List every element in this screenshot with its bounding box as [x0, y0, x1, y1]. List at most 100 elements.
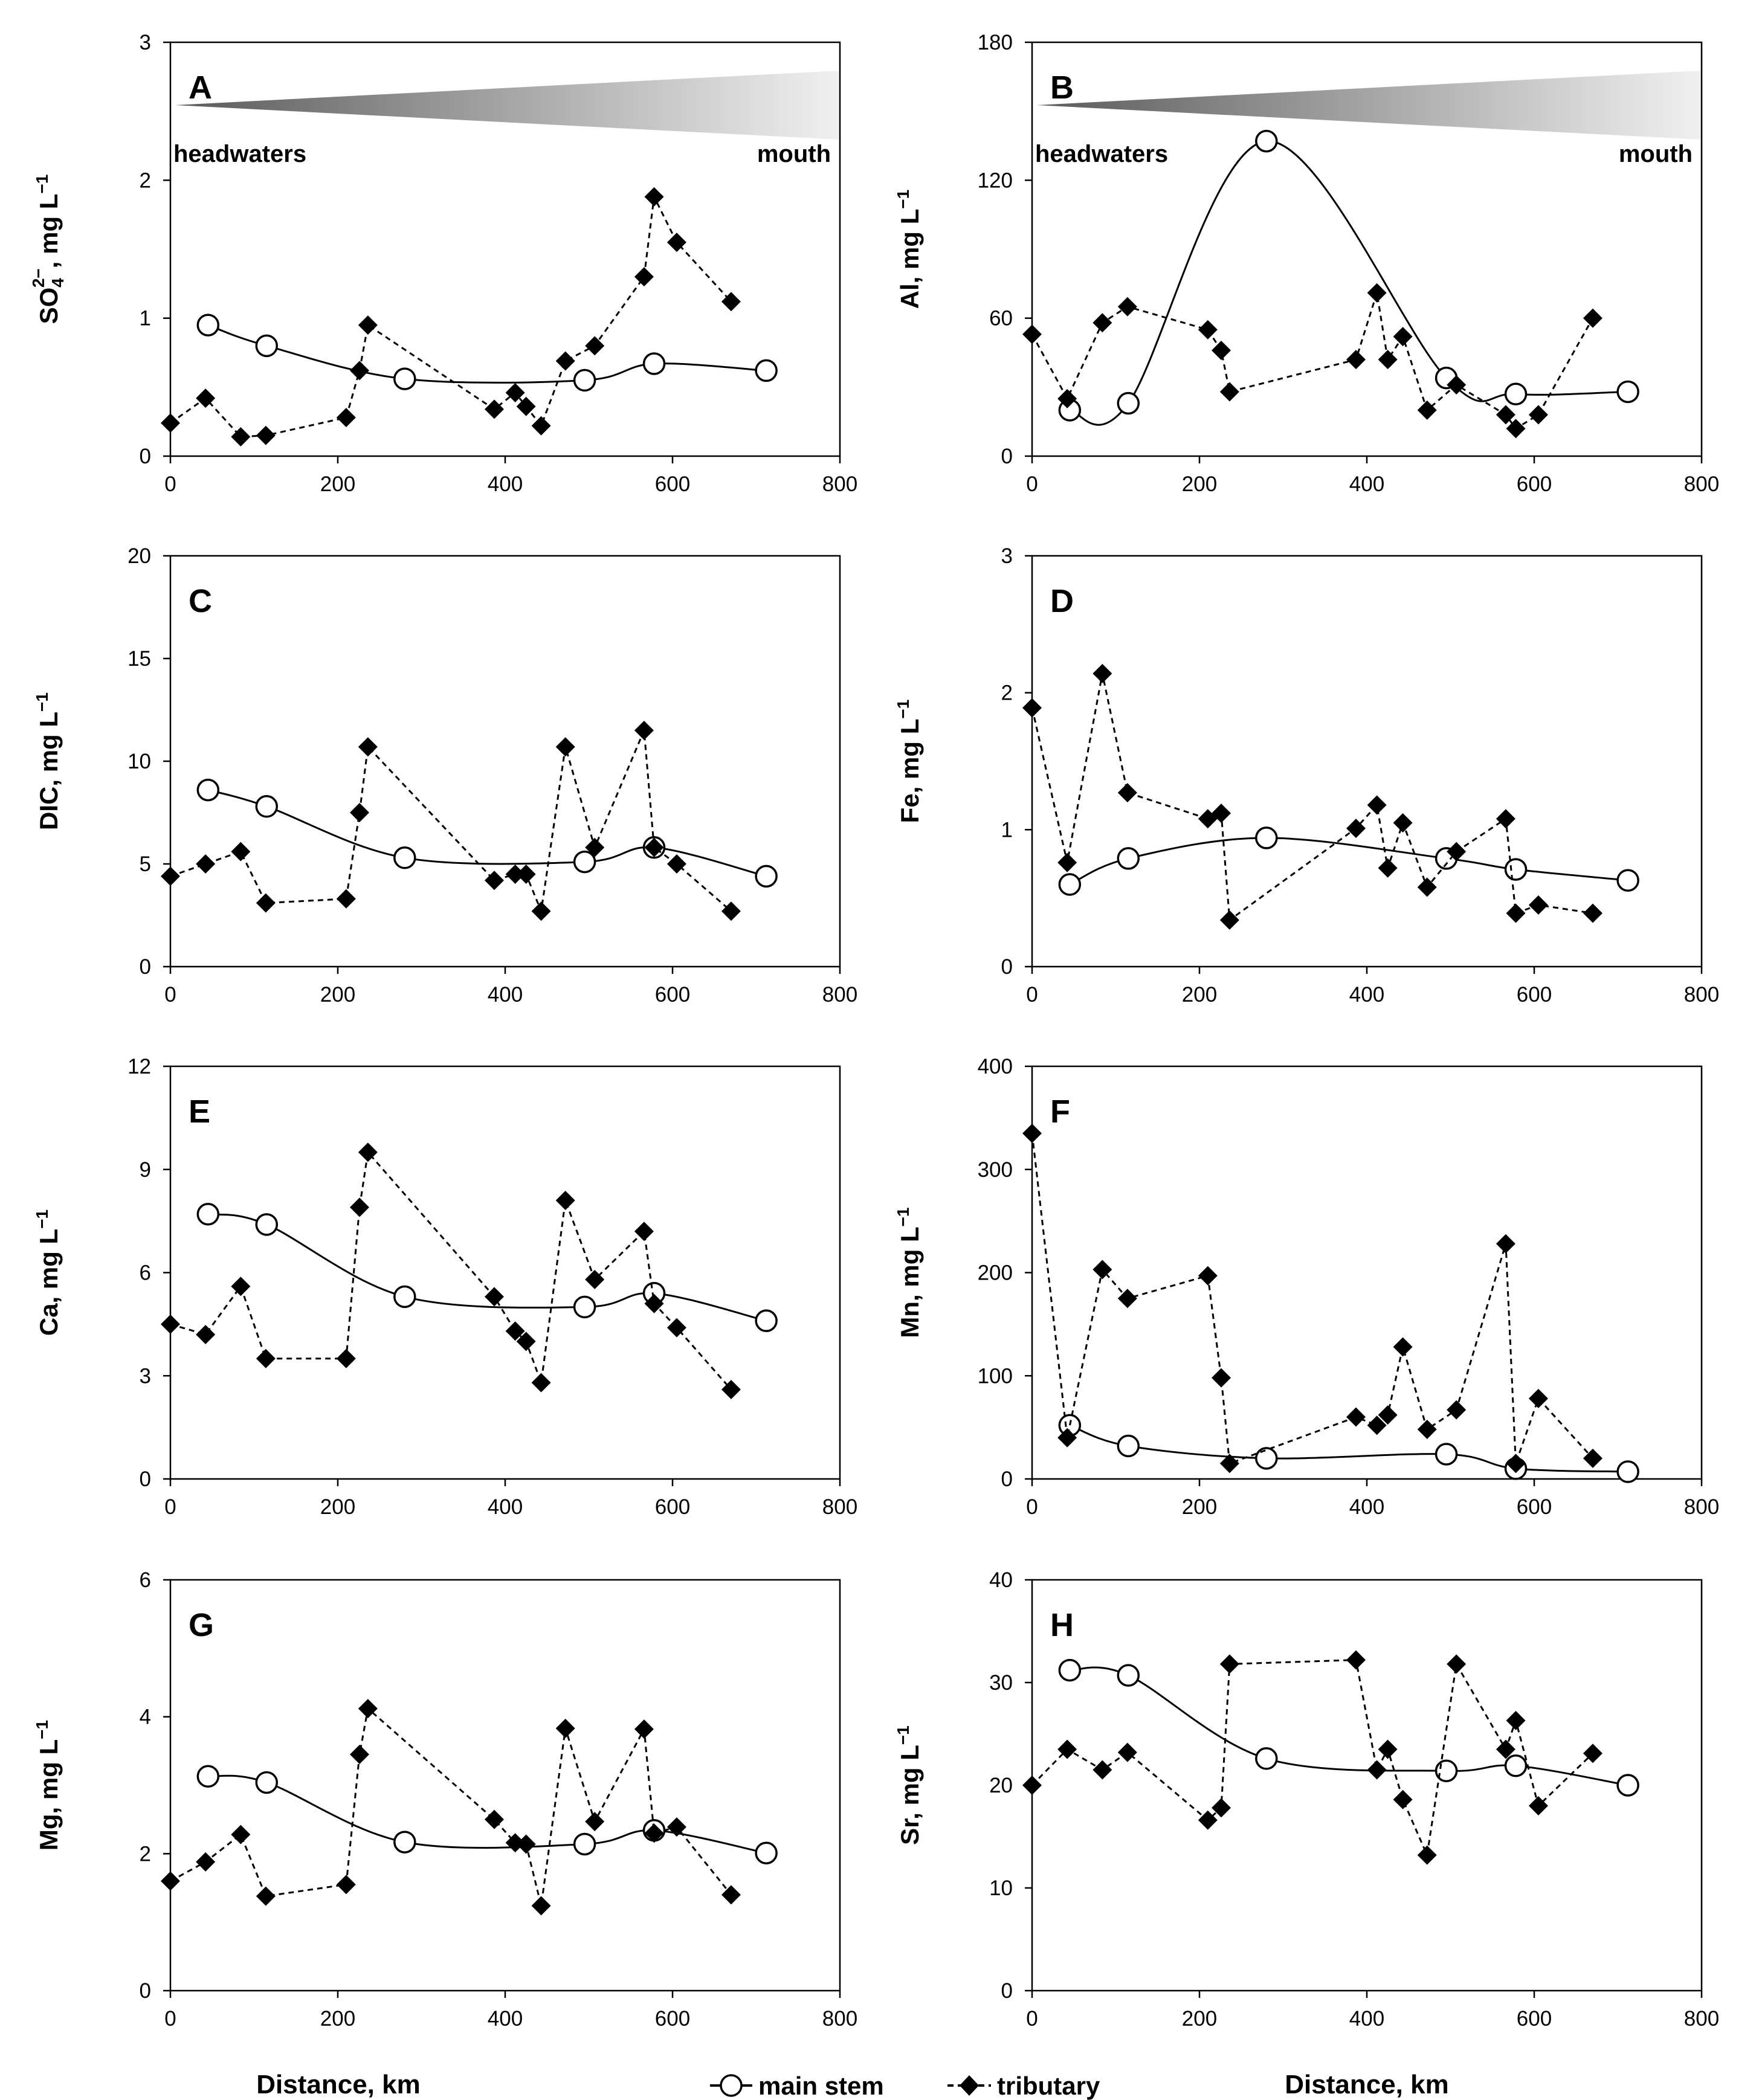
tributary-point: [484, 1809, 504, 1829]
tributary-point: [358, 1142, 378, 1162]
y-tick-label: 2: [140, 1842, 151, 1866]
tributary-point: [336, 889, 356, 909]
y-tick-label: 1: [1001, 818, 1013, 842]
tributary-point: [196, 1324, 216, 1344]
tributary-line: [170, 1707, 732, 1906]
y-tick-label: 2: [1001, 681, 1013, 705]
tributary-point: [350, 361, 370, 381]
tributary-point: [585, 1812, 605, 1832]
main-stem-point: [1616, 1774, 1639, 1797]
tributary-point: [350, 1197, 370, 1217]
x-tick-label: 600: [655, 2007, 690, 2031]
tributary-point: [1212, 1368, 1231, 1388]
tributary-point: [1417, 1845, 1437, 1865]
tributary-point: [1117, 297, 1137, 317]
y-tick-label: 6: [140, 1568, 151, 1592]
tributary-point: [1022, 1123, 1042, 1143]
tributary-point: [644, 837, 664, 857]
tributary-point: [256, 1348, 276, 1368]
tributary-point: [721, 292, 741, 312]
panel-letter: E: [189, 1093, 210, 1130]
panel-b: 0 60 120 180 0 200 400 600 800 Al, mg L−1 Bheadwat…: [894, 31, 1719, 496]
y-tick-label: 0: [1001, 445, 1013, 468]
y-tick-label: 3: [1001, 544, 1013, 568]
tributary-point: [161, 866, 180, 886]
main-stem-point: [196, 314, 220, 337]
tributary-point: [336, 1348, 356, 1368]
tributary-line: [1031, 1133, 1594, 1465]
main-stem-point: [393, 367, 416, 390]
tributary-point: [721, 1380, 741, 1400]
x-tick-label: 400: [488, 472, 523, 496]
x-tick-label: 800: [1684, 1495, 1719, 1519]
tributary-point: [1496, 809, 1515, 829]
tributary-point: [1219, 1654, 1239, 1674]
tributary-point: [721, 1885, 741, 1905]
tributary-point: [1212, 804, 1231, 823]
main-stem-line: [208, 1213, 767, 1322]
tributary-point: [1506, 419, 1526, 439]
x-tick-label: 800: [1684, 472, 1719, 496]
tributary-point: [1117, 1742, 1137, 1762]
tributary-point: [666, 854, 686, 874]
tributary-point: [1496, 405, 1515, 425]
y-axis-label: Mg, mg L−1: [33, 1720, 63, 1850]
tributary-point: [516, 396, 536, 416]
tributary-point: [1093, 663, 1112, 683]
main-stem-point: [255, 1771, 279, 1794]
headwaters-label: headwaters: [1035, 141, 1168, 167]
tributary-point: [256, 425, 276, 445]
x-tick-label: 200: [320, 1495, 355, 1519]
y-tick-label: 20: [989, 1774, 1013, 1797]
legend-main-stem-label: main stem: [758, 2072, 884, 2100]
tributary-point: [505, 865, 525, 884]
main-stem-point: [1504, 858, 1528, 881]
y-tick-label: 0: [1001, 955, 1013, 979]
tributary-point: [1417, 1420, 1437, 1440]
tributary-point: [161, 1314, 180, 1334]
tributary-point: [555, 351, 575, 371]
tributary-point: [1093, 1260, 1112, 1280]
legend-main-stem-marker: [720, 2074, 743, 2097]
y-tick-label: 3: [140, 31, 151, 54]
gradient-wedge: [1037, 71, 1700, 140]
tributary-point: [666, 233, 686, 253]
main-stem-point: [755, 1309, 778, 1332]
tributary-point: [644, 1293, 664, 1313]
panel-letter: C: [189, 583, 212, 619]
x-tick-label: 600: [655, 1495, 690, 1519]
main-stem-point: [393, 1831, 416, 1854]
tributary-point: [1528, 895, 1548, 915]
legend-tributary-label: tributary: [997, 2072, 1100, 2100]
y-tick-label: 0: [140, 445, 151, 468]
y-tick-label: 0: [140, 1467, 151, 1491]
tributary-point: [196, 854, 216, 874]
tributary-point: [1528, 1796, 1548, 1815]
main-stem-point: [196, 1765, 220, 1788]
tributary-point: [634, 1719, 654, 1739]
x-tick-label: 800: [1684, 2007, 1719, 2031]
x-tick-label: 600: [1517, 983, 1552, 1007]
panel-f: 0 100 200 300 400 0 200 400 600 800 Mn, mg L−1 F: [894, 1055, 1719, 1519]
tributary-point: [358, 315, 378, 335]
tributary-point: [1378, 350, 1398, 370]
x-tick-label: 200: [320, 983, 355, 1007]
main-stem-point: [196, 778, 220, 802]
x-tick-label: 200: [320, 472, 355, 496]
x-tick-label: 600: [655, 472, 690, 496]
main-stem-point: [1117, 1434, 1140, 1458]
tributary-point: [1367, 795, 1387, 815]
y-tick-label: 100: [978, 1364, 1013, 1388]
bottom-area: Distance, km Distance, km main stem trib…: [256, 2070, 1448, 2100]
panel-letter: A: [189, 69, 212, 106]
tributary-point: [336, 408, 356, 428]
tributary-point: [516, 1834, 536, 1854]
tributary-point: [484, 1287, 504, 1307]
tributary-point: [1057, 852, 1077, 872]
x-tick-label: 0: [164, 1495, 176, 1519]
y-tick-label: 60: [989, 307, 1013, 330]
tributary-point: [161, 413, 180, 433]
y-tick-label: 0: [1001, 1467, 1013, 1491]
main-stem-point: [1255, 1747, 1278, 1770]
tributary-point: [231, 1277, 251, 1296]
